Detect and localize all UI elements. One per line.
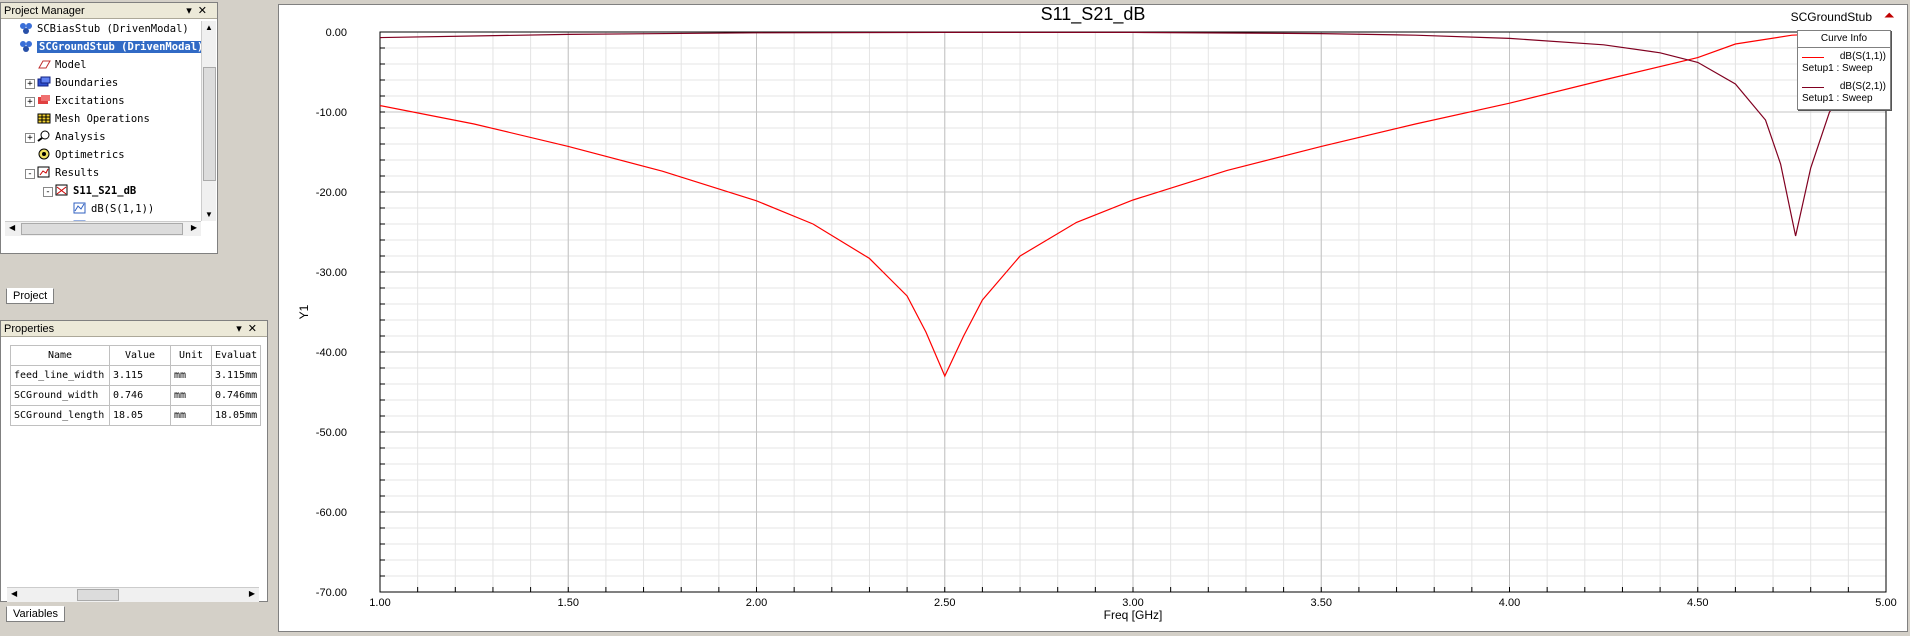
scroll-thumb[interactable] <box>203 67 216 181</box>
analysis-icon <box>37 130 51 142</box>
mesh-icon <box>37 112 51 124</box>
scroll-left-arrow-icon[interactable]: ◀ <box>11 589 18 598</box>
cell-name[interactable]: SCGround_length <box>10 405 110 426</box>
tree-item-label: S11_S21_dB <box>73 185 137 197</box>
scroll-down-arrow-icon[interactable]: ▼ <box>205 210 213 219</box>
tree-item-label: SCBiasStub (DrivenModal) <box>37 23 189 35</box>
pin-icon[interactable]: ▾ <box>186 5 198 17</box>
project-manager-panel: Project Manager ▾✕ SCBiasStub (DrivenMod… <box>0 2 218 254</box>
column-header-evaluated[interactable]: Evaluat <box>210 345 262 366</box>
tree-horizontal-scrollbar[interactable]: ◀ ▶ <box>5 221 201 236</box>
model-icon <box>37 58 51 70</box>
tree-item-label: Results <box>55 167 100 179</box>
tree-item[interactable]: SCGroundStub (DrivenModal)* <box>19 39 201 56</box>
cell-name[interactable]: SCGround_width <box>10 385 110 406</box>
curve-info-legend[interactable]: Curve Info dB(S(1,1)) Setup1 : Sweep dB(… <box>1797 30 1891 110</box>
scroll-up-arrow-icon[interactable]: ▲ <box>205 23 213 32</box>
tree-item[interactable]: - Results <box>25 165 100 182</box>
project-manager-title-bar: Project Manager ▾✕ <box>1 3 217 19</box>
pin-icon[interactable]: ▾ <box>236 323 248 335</box>
report-icon <box>55 184 69 196</box>
hfss-design-icon <box>19 40 33 52</box>
properties-horizontal-scrollbar[interactable]: ◀ ▶ <box>7 587 259 602</box>
expand-icon[interactable]: + <box>25 97 35 107</box>
optimetrics-icon <box>37 148 51 160</box>
tree-item-label: Mesh Operations <box>55 113 150 125</box>
properties-title: Properties <box>4 323 55 335</box>
project-tree: SCBiasStub (DrivenModal) SCGroundStub (Dr… <box>5 21 201 221</box>
table-row[interactable]: SCGround_width 0.746 mm 0.746mm <box>10 385 262 406</box>
tree-item-label: dB(S(1,1)) <box>91 203 155 215</box>
table-row[interactable]: feed_line_width 3.115 mm 3.115mm <box>10 365 262 386</box>
tree-item[interactable]: dB(S(1,1)) <box>73 201 154 218</box>
variables-table: Name Value Unit Evaluat feed_line_width … <box>10 345 262 426</box>
cell-value[interactable]: 18.05 <box>109 405 171 426</box>
ansys-logo-icon: ⏶ <box>1884 8 1894 22</box>
table-row[interactable]: SCGround_length 18.05 mm 18.05mm <box>10 405 262 426</box>
hfss-design-icon <box>19 22 33 34</box>
legend-setup: Setup1 : Sweep <box>1802 63 1873 74</box>
column-header-unit[interactable]: Unit <box>170 345 212 366</box>
tree-item-label: Analysis <box>55 131 106 143</box>
excitations-icon <box>37 94 51 106</box>
column-header-value[interactable]: Value <box>109 345 171 366</box>
legend-swatch <box>1802 87 1824 88</box>
tree-item-label: Optimetrics <box>55 149 125 161</box>
tree-item[interactable]: + Analysis <box>25 129 106 146</box>
cell-unit[interactable]: mm <box>170 365 212 386</box>
tab-project[interactable]: Project <box>6 288 55 304</box>
cell-value[interactable]: 3.115 <box>109 365 171 386</box>
scroll-left-arrow-icon[interactable]: ◀ <box>9 223 16 232</box>
expand-icon[interactable]: + <box>25 133 35 143</box>
cell-unit[interactable]: mm <box>170 385 212 406</box>
column-header-name[interactable]: Name <box>10 345 110 366</box>
close-icon[interactable]: ✕ <box>247 323 263 335</box>
close-icon[interactable]: ✕ <box>197 5 213 17</box>
tree-vertical-scrollbar[interactable]: ▲ ▼ <box>201 21 216 221</box>
scroll-right-arrow-icon[interactable]: ▶ <box>248 589 255 598</box>
cell-unit[interactable]: mm <box>170 405 212 426</box>
legend-series-name: dB(S(1,1)) <box>1839 51 1886 62</box>
trace-icon <box>73 202 87 214</box>
cell-evaluated: 18.05mm <box>210 405 262 426</box>
collapse-icon[interactable]: - <box>43 187 53 197</box>
scroll-thumb-h[interactable] <box>21 223 183 235</box>
curve-info-title: Curve Info <box>1798 31 1890 48</box>
report-plot-window[interactable] <box>278 4 1908 632</box>
tree-item-label: Excitations <box>55 95 125 107</box>
properties-title-bar: Properties ▾✕ <box>1 321 267 337</box>
table-header-row: Name Value Unit Evaluat <box>10 345 262 366</box>
tree-item-label: Boundaries <box>55 77 119 89</box>
collapse-icon[interactable]: - <box>25 169 35 179</box>
cell-value[interactable]: 0.746 <box>109 385 171 406</box>
cell-name[interactable]: feed_line_width <box>10 365 110 386</box>
scroll-right-arrow-icon[interactable]: ▶ <box>190 223 197 232</box>
expand-icon[interactable]: + <box>25 79 35 89</box>
scroll-thumb-h[interactable] <box>77 589 119 601</box>
tree-item-label: Model <box>55 59 87 71</box>
legend-setup: Setup1 : Sweep <box>1802 93 1873 104</box>
cell-evaluated: 3.115mm <box>210 365 262 386</box>
results-icon <box>37 166 51 178</box>
tab-variables[interactable]: Variables <box>6 606 66 622</box>
tree-item[interactable]: + Excitations <box>25 93 125 110</box>
tree-item-label: SCGroundStub (DrivenModal)* <box>37 41 201 53</box>
tree-item[interactable]: - S11_S21_dB <box>43 183 137 200</box>
tree-item[interactable]: Model <box>37 57 87 74</box>
cell-evaluated: 0.746mm <box>210 385 262 406</box>
legend-series-name: dB(S(2,1)) <box>1839 81 1886 92</box>
tree-item[interactable]: Optimetrics <box>37 147 125 164</box>
chart-title: S11_S21_dB <box>1040 4 1146 24</box>
tree-item[interactable]: Mesh Operations <box>37 111 150 128</box>
legend-swatch <box>1802 57 1824 58</box>
tree-item[interactable]: SCBiasStub (DrivenModal) <box>19 21 189 38</box>
design-name-label: SCGroundStub <box>1790 10 1872 24</box>
project-manager-title: Project Manager <box>4 5 85 17</box>
tree-item[interactable]: + Boundaries <box>25 75 119 92</box>
boundaries-icon <box>37 76 51 88</box>
